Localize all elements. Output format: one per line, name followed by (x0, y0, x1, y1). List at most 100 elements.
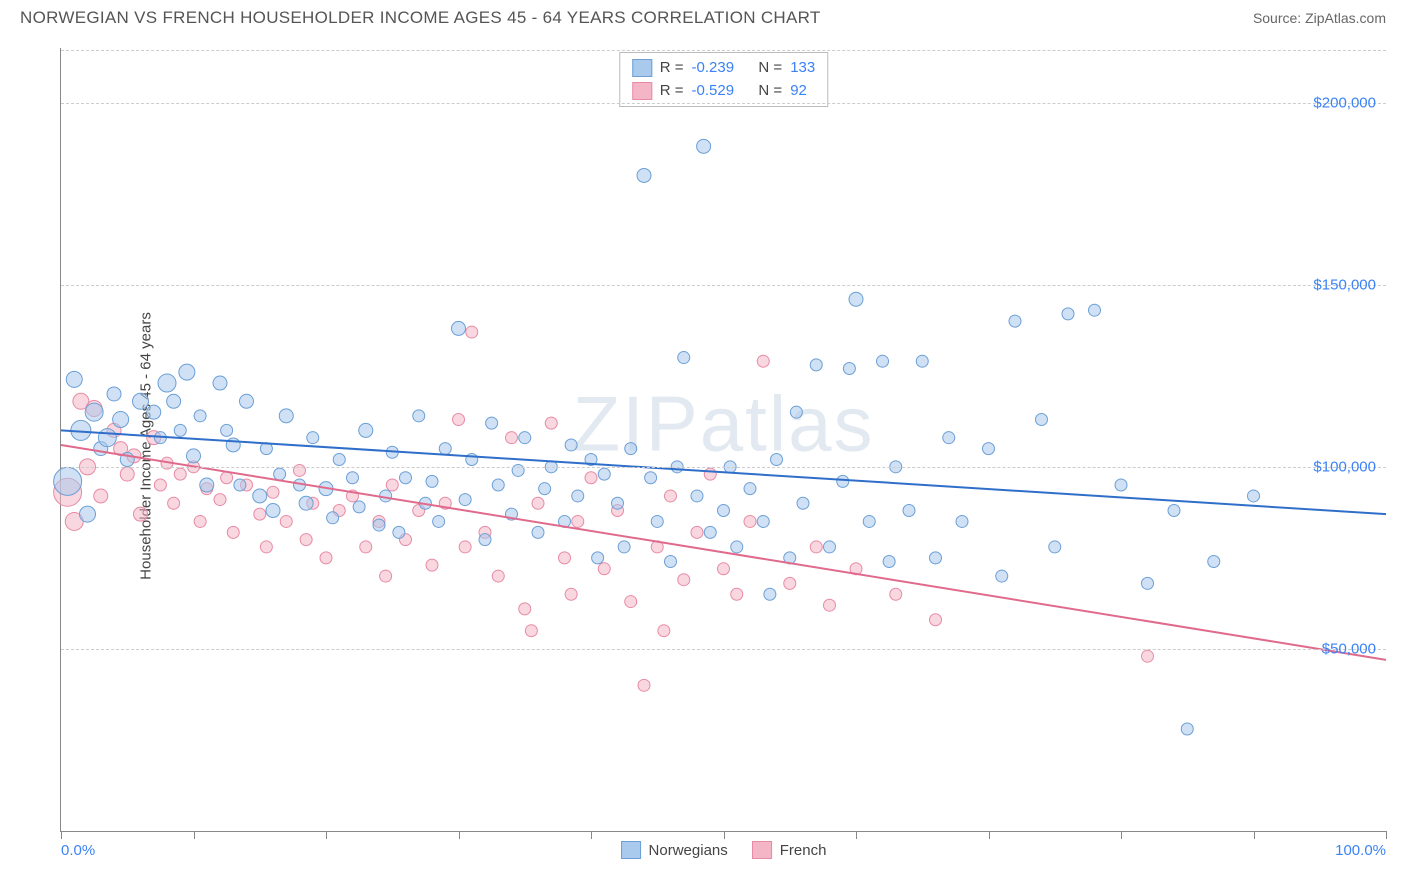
scatter-point (227, 526, 239, 538)
scatter-point (253, 489, 267, 503)
scatter-point (492, 570, 504, 582)
scatter-point (559, 552, 571, 564)
scatter-point (194, 410, 206, 422)
scatter-point (1168, 505, 1180, 517)
scatter-point (691, 490, 703, 502)
scatter-point (299, 496, 313, 510)
scatter-point (678, 574, 690, 586)
scatter-point (333, 454, 345, 466)
scatter-point (890, 588, 902, 600)
scatter-point (1248, 490, 1260, 502)
scatter-point (479, 534, 491, 546)
scatter-point (353, 501, 365, 513)
scatter-point (94, 489, 108, 503)
scatter-point (545, 417, 557, 429)
scatter-point (1208, 556, 1220, 568)
legend-swatch-norwegians (621, 841, 641, 859)
legend-label-french: French (780, 842, 827, 859)
scatter-point (665, 490, 677, 502)
scatter-point (1142, 577, 1154, 589)
scatter-point (519, 603, 531, 615)
scatter-point (810, 359, 822, 371)
chart-plot-area: ZIPatlas R = -0.239 N = 133 R = -0.529 N… (60, 48, 1386, 832)
scatter-point (158, 374, 176, 392)
scatter-point (154, 479, 166, 491)
stats-row-norwegians: R = -0.239 N = 133 (632, 57, 815, 80)
scatter-point (790, 406, 802, 418)
scatter-point (863, 515, 875, 527)
scatter-point (1062, 308, 1074, 320)
scatter-point (466, 326, 478, 338)
scatter-point (744, 515, 756, 527)
scatter-point (903, 505, 915, 517)
scatter-point (300, 534, 312, 546)
scatter-point (930, 552, 942, 564)
scatter-point (757, 355, 769, 367)
scatter-point (592, 552, 604, 564)
scatter-point (731, 541, 743, 553)
scatter-point (168, 497, 180, 509)
scatter-point (98, 429, 116, 447)
scatter-point (943, 432, 955, 444)
scatter-point (386, 479, 398, 491)
scatter-point (167, 394, 181, 408)
scatter-point (1009, 315, 1021, 327)
scatter-point (525, 625, 537, 637)
scatter-point (307, 432, 319, 444)
chart-title: NORWEGIAN VS FRENCH HOUSEHOLDER INCOME A… (20, 8, 821, 28)
scatter-point (452, 321, 466, 335)
scatter-point (744, 483, 756, 495)
legend-swatch-french (752, 841, 772, 859)
scatter-point (824, 599, 836, 611)
scatter-point (565, 588, 577, 600)
scatter-point (771, 454, 783, 466)
scatter-point (645, 472, 657, 484)
scatter-point (757, 515, 769, 527)
scatter-point (426, 475, 438, 487)
scatter-point (797, 497, 809, 509)
scatter-point (956, 515, 968, 527)
scatter-point (1049, 541, 1061, 553)
legend-item-norwegians: Norwegians (621, 841, 728, 859)
r-label-fr: R = (660, 80, 684, 103)
scatter-point (618, 541, 630, 553)
scatter-point (916, 355, 928, 367)
r-value-fr: -0.529 (692, 80, 735, 103)
chart-header: NORWEGIAN VS FRENCH HOUSEHOLDER INCOME A… (0, 0, 1406, 32)
scatter-point (625, 596, 637, 608)
source-label: Source: ZipAtlas.com (1253, 10, 1386, 26)
scatter-point (280, 515, 292, 527)
scatter-plot-svg (61, 48, 1386, 831)
scatter-point (883, 556, 895, 568)
y-tick-label: $200,000 (1313, 94, 1376, 111)
scatter-point (658, 625, 670, 637)
scatter-point (174, 424, 186, 436)
scatter-point (625, 443, 637, 455)
scatter-point (66, 371, 82, 387)
scatter-point (843, 362, 855, 374)
scatter-point (133, 393, 149, 409)
scatter-point (221, 472, 233, 484)
scatter-point (134, 507, 148, 521)
scatter-point (54, 467, 82, 495)
scatter-point (240, 394, 254, 408)
scatter-point (413, 410, 425, 422)
scatter-point (213, 376, 227, 390)
scatter-point (764, 588, 776, 600)
scatter-point (612, 497, 624, 509)
scatter-point (1036, 413, 1048, 425)
scatter-point (718, 505, 730, 517)
scatter-point (784, 577, 796, 589)
swatch-norwegians (632, 59, 652, 77)
scatter-point (637, 168, 651, 182)
scatter-point (598, 468, 610, 480)
scatter-point (266, 504, 280, 518)
y-tick-label: $150,000 (1313, 276, 1376, 293)
scatter-point (459, 541, 471, 553)
swatch-french (632, 82, 652, 100)
y-tick-label: $100,000 (1313, 458, 1376, 475)
scatter-point (459, 494, 471, 506)
scatter-point (565, 439, 577, 451)
scatter-point (651, 515, 663, 527)
scatter-point (678, 352, 690, 364)
